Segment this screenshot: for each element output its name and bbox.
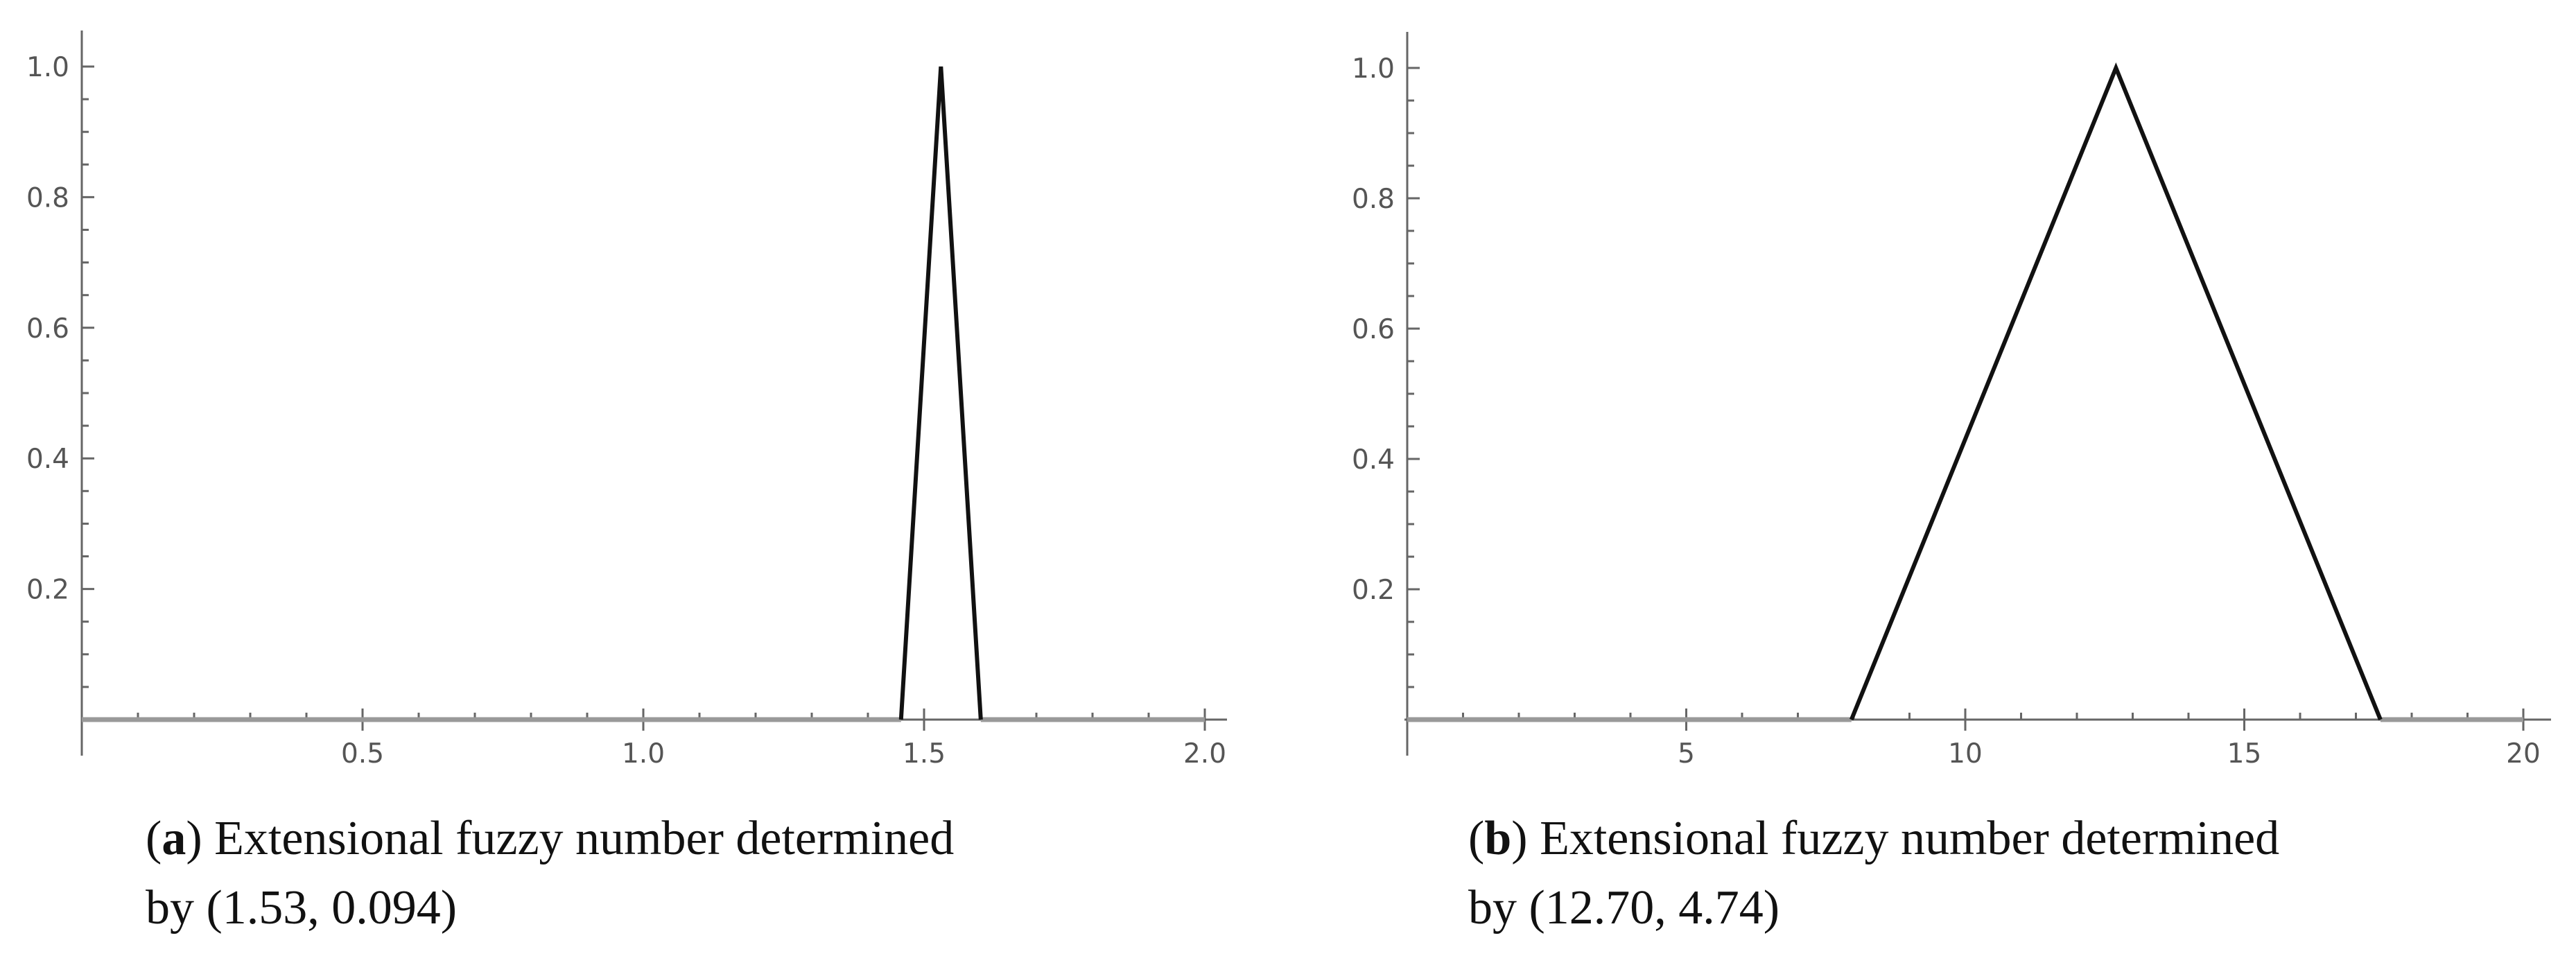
- chart-a-y-tick-label: 0.8: [26, 182, 69, 214]
- chart-b-series-line: [1850, 62, 2383, 721]
- chart-panel-b: 5 10 15 20 0.2 0.4 0.6 0.8 1.0 (b) Extensional f…: [1288, 0, 2576, 956]
- chart-a-x-tick-label: 1.0: [622, 738, 665, 770]
- chart-a-y-tick-label: 0.6: [26, 313, 69, 345]
- caption-a-line1: Extensional fuzzy number determined: [214, 812, 955, 865]
- chart-b-y-tick-label: 0.2: [1352, 575, 1395, 606]
- chart-b-y-tick-label: 1.0: [1352, 53, 1395, 85]
- chart-b-x-tick-label: 20: [2506, 738, 2541, 770]
- chart-b-y-tick-label: 0.4: [1352, 444, 1395, 476]
- chart-a-y-tick-label: 0.4: [26, 444, 69, 475]
- chart-panel-a: 0.5 1.0 1.5 2.0 0.2 0.4 0.6 0.8 1.0 (a) Extensio…: [26, 31, 1227, 935]
- chart-a-y-tick-label: 1.0: [26, 52, 69, 83]
- caption-a-line2: by (1.53, 0.094): [146, 881, 458, 935]
- caption-b: (b) Extensional fuzzy number determined …: [1468, 812, 2280, 935]
- caption-a-letter: a: [162, 812, 186, 865]
- chart-a-series-line: [898, 66, 983, 720]
- chart-a-svg: 0.5 1.0 1.5 2.0 0.2 0.4 0.6 0.8 1.0: [26, 31, 1227, 770]
- caption-a: (a) Extensional fuzzy number determined …: [146, 812, 955, 935]
- chart-b-y-tick-label: 0.6: [1352, 314, 1395, 345]
- chart-a-x-tick-label: 0.5: [341, 738, 384, 770]
- chart-a-x-tick-label: 2.0: [1183, 738, 1226, 770]
- caption-b-letter: b: [1484, 812, 1512, 865]
- chart-b-x-tick-label: 10: [1948, 738, 1983, 770]
- chart-a-x-tick-label: 1.5: [903, 738, 946, 770]
- chart-b-y-tick-label: 0.8: [1352, 184, 1395, 215]
- chart-b-x-tick-label: 15: [2227, 738, 2262, 770]
- chart-a-y-tick-label: 0.2: [26, 575, 69, 606]
- chart-b-svg: 5 10 15 20 0.2 0.4 0.6 0.8 1.0: [1352, 32, 2551, 770]
- caption-b-line1: Extensional fuzzy number determined: [1540, 812, 2280, 865]
- caption-b-line2: by (12.70, 4.74): [1468, 881, 1780, 935]
- chart-b-x-tick-label: 5: [1678, 738, 1695, 770]
